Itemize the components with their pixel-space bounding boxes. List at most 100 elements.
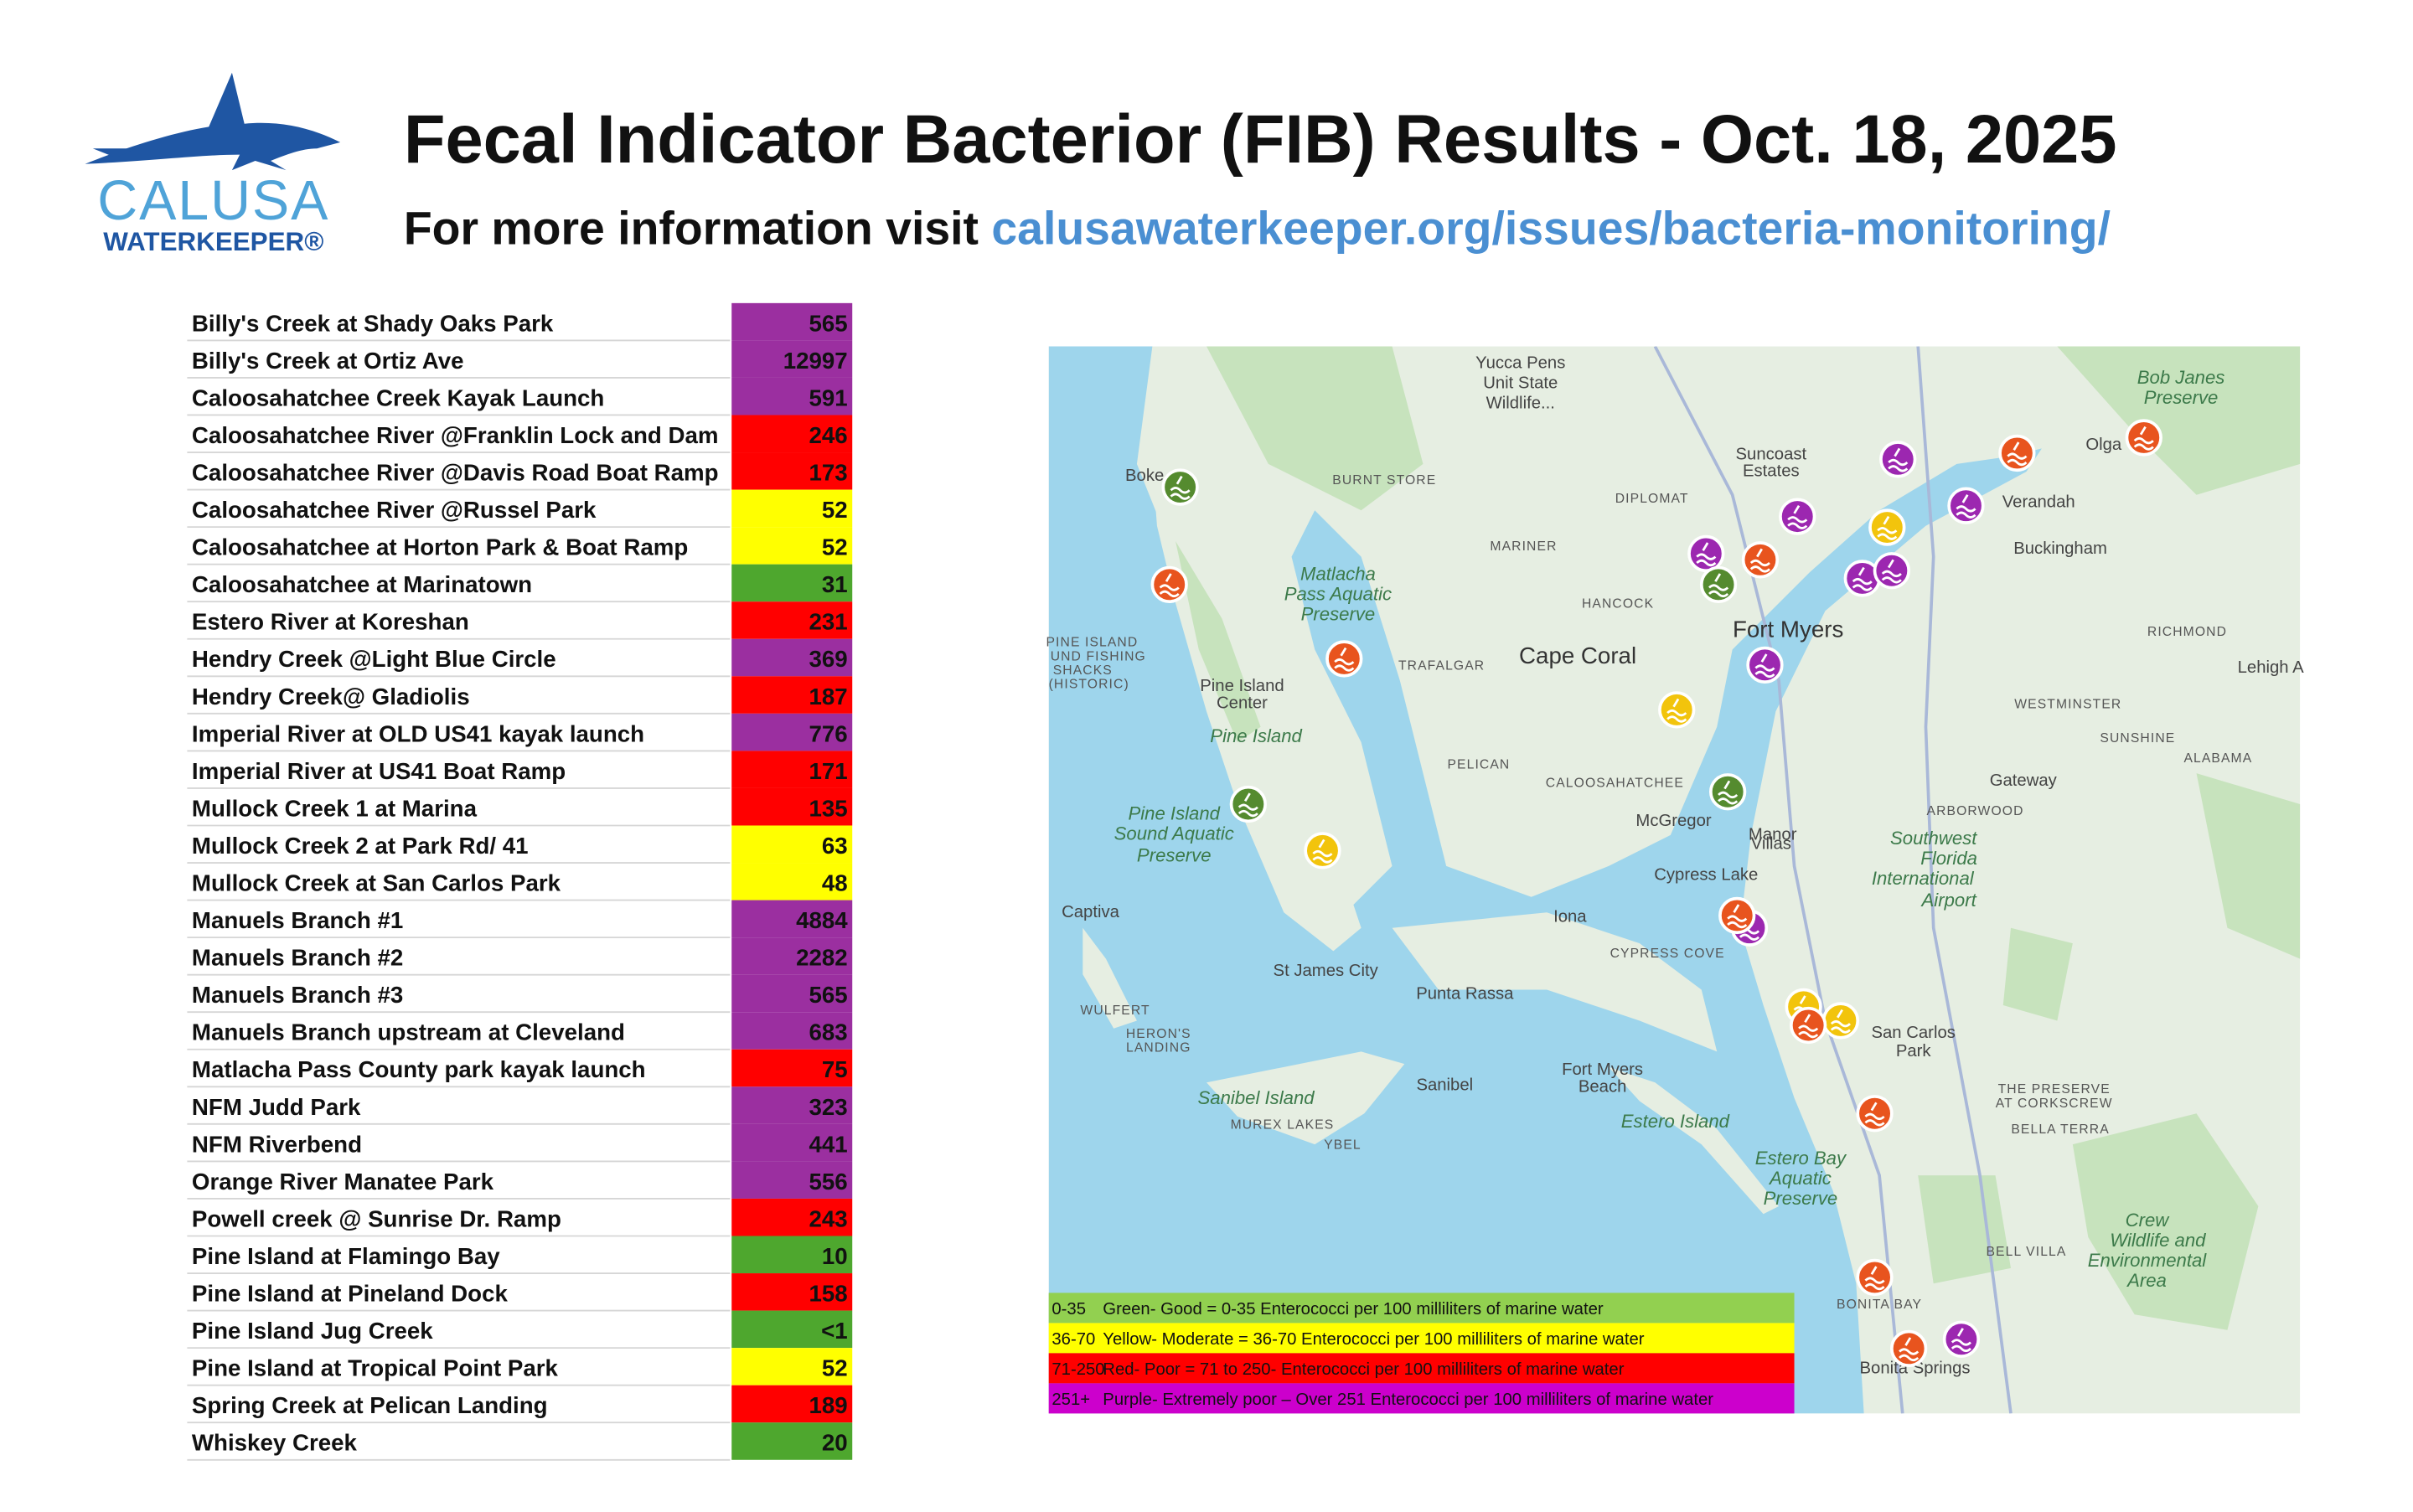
map-label: Fort Myers: [1733, 617, 1843, 642]
map-label: Pass Aquatic: [1284, 583, 1392, 604]
pin-icon: [1864, 1102, 1885, 1127]
site-value: 565: [809, 310, 847, 336]
legend-range: 36-70: [1051, 1330, 1095, 1349]
map-label: Wildlife...: [1486, 394, 1555, 412]
map-label: Airport: [1920, 890, 1977, 911]
map-label: BELLA TERRA: [2011, 1122, 2109, 1137]
value-cell: [731, 713, 853, 751]
pin-icon: [1951, 1328, 1971, 1352]
map-label: HANCOCK: [1582, 597, 1654, 612]
pin-icon: [1312, 839, 1333, 864]
map-pin: [1890, 1329, 1928, 1368]
map-pin: [1873, 552, 1910, 590]
site-name: Manuels Branch #3: [192, 982, 403, 1008]
map-label: Estates: [1743, 462, 1800, 481]
value-cell: [731, 1236, 853, 1274]
site-value: 556: [809, 1169, 847, 1195]
map-label: CALOOSAHATCHEE: [1546, 777, 1684, 791]
map-label: Pine Island: [1128, 802, 1220, 823]
site-name: Estero River at Koreshan: [192, 609, 469, 635]
pin-icon: [2133, 426, 2154, 451]
legend-text: Green- Good = 0-35 Enterococci per 100 m…: [1103, 1300, 1604, 1318]
pin-icon: [1749, 548, 1770, 573]
value-cell: [731, 377, 853, 415]
map-label: Park: [1896, 1042, 1932, 1060]
map-label: AT CORKSCREW: [1996, 1097, 2113, 1111]
link[interactable]: calusawaterkeeper.org/issues/bacteria-mo…: [991, 203, 2111, 255]
map-label: Sanibel: [1416, 1076, 1473, 1095]
map-label: RICHMOND: [2147, 625, 2227, 639]
map-label: SHACKS: [1053, 663, 1113, 678]
value-cell: [731, 1348, 853, 1386]
site-name: NFM Judd Park: [192, 1094, 361, 1120]
site-name: Caloosahatchee at Horton Park & Boat Ram…: [192, 534, 688, 560]
map-label: Lehigh A: [2238, 658, 2304, 677]
map-pin: [1998, 434, 2036, 472]
value-cell: [731, 825, 853, 864]
legend-range: 0-35: [1051, 1300, 1086, 1318]
value-cell: [731, 863, 853, 900]
results-table: Billy's Creek at Shady Oaks Park 565 Billy…: [187, 302, 853, 1461]
value-cell: [731, 1012, 853, 1050]
site-name: Powell creek @ Sunrise Dr. Ramp: [192, 1205, 561, 1231]
map-pin: [1161, 468, 1199, 506]
map-label: Aquatic: [1768, 1168, 1832, 1189]
map-pin: [1658, 691, 1696, 729]
map-label: LANDING: [1126, 1040, 1191, 1055]
site-value: 369: [809, 646, 847, 672]
value-cell: [731, 601, 853, 639]
pin-icon: [1787, 504, 1808, 529]
pin-icon: [1238, 792, 1258, 818]
site-name: Imperial River at US41 Boat Ramp: [192, 758, 566, 784]
map-pin: [1856, 1258, 1894, 1297]
pin-icon: [1666, 698, 1687, 723]
site-name: Billy's Creek at Shady Oaks Park: [192, 310, 554, 336]
pin-icon: [1696, 542, 1717, 567]
pin-icon: [1727, 904, 1748, 929]
pin-icon: [1864, 1266, 1885, 1291]
map-label: Cape Coral: [1519, 642, 1636, 668]
site-value: 441: [809, 1131, 847, 1157]
map-label: Verandah: [2002, 493, 2075, 512]
value-cell: [731, 1123, 853, 1162]
site-name: Caloosahatchee at Marinatown: [192, 571, 532, 597]
pin-icon: [1877, 515, 1898, 540]
site-name: Billy's Creek at Ortiz Ave: [192, 348, 464, 374]
site-value: 683: [809, 1019, 847, 1045]
site-value: 52: [822, 1355, 848, 1381]
pin-icon: [1888, 447, 1909, 472]
site-value: 52: [822, 497, 848, 523]
value-cell: [731, 751, 853, 788]
map-label: Environmental: [2088, 1250, 2208, 1271]
map-pin: [1229, 785, 1268, 823]
site-name: Caloosahatchee Creek Kayak Launch: [192, 384, 604, 410]
site-value: 565: [809, 982, 847, 1008]
map-label: YBEL: [1324, 1138, 1362, 1153]
pin-icon: [1899, 1337, 1920, 1362]
value-cell: [731, 527, 853, 565]
pin-icon: [1830, 1009, 1851, 1034]
map-label: WULFERT: [1080, 1004, 1150, 1018]
site-value: 10: [822, 1243, 848, 1269]
map-label: Matlacha: [1300, 563, 1376, 584]
legend-text: Purple- Extremely poor – Over 251 Entero…: [1103, 1391, 1713, 1409]
value-cell: [731, 638, 853, 677]
pin-icon: [1852, 566, 1873, 591]
map-label: Preserve: [1301, 603, 1376, 624]
map-pins: [1150, 419, 2162, 1368]
map-pin: [1718, 896, 1756, 935]
map-pin: [2125, 419, 2162, 457]
pin-icon: [1170, 475, 1191, 500]
logo-name: CALUSA: [97, 170, 329, 232]
map-label: Beach: [1579, 1077, 1627, 1096]
subtitle-text: For more information visit: [404, 203, 979, 255]
value-cell: [731, 489, 853, 528]
site-value: 243: [809, 1205, 847, 1231]
site-value: 4884: [796, 907, 848, 933]
legend-text: Red- Poor = 71 to 250- Enterococci per 1…: [1103, 1360, 1624, 1379]
map-label: Gateway: [1990, 771, 2058, 790]
map-label: San Carlos: [1871, 1024, 1955, 1042]
legend-text: Yellow- Moderate = 36-70 Enterococci per…: [1103, 1330, 1644, 1349]
site-name: Manuels Branch #1: [192, 907, 403, 933]
